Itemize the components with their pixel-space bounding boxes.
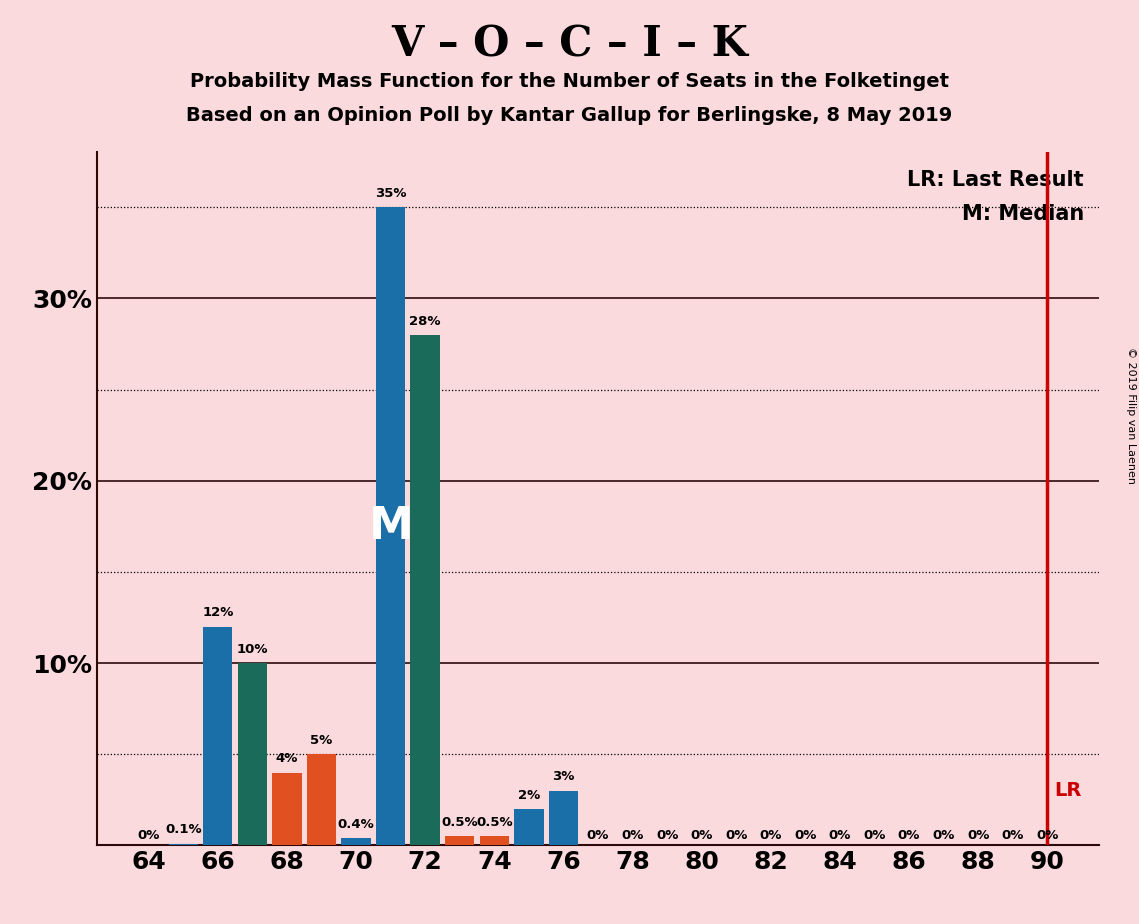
Text: 0%: 0% — [622, 829, 644, 842]
Bar — [238, 663, 267, 845]
Text: 2%: 2% — [518, 789, 540, 802]
Bar — [203, 626, 232, 845]
Text: M: M — [368, 505, 412, 548]
Text: LR: LR — [1055, 781, 1082, 800]
Bar — [169, 844, 198, 845]
Text: 0%: 0% — [760, 829, 782, 842]
Bar — [410, 334, 440, 845]
Text: 0%: 0% — [1001, 829, 1024, 842]
Text: 0.5%: 0.5% — [476, 816, 513, 829]
Bar — [445, 836, 475, 845]
Text: 0%: 0% — [794, 829, 817, 842]
Text: 0.4%: 0.4% — [337, 818, 375, 831]
Text: 0%: 0% — [656, 829, 679, 842]
Text: Probability Mass Function for the Number of Seats in the Folketinget: Probability Mass Function for the Number… — [190, 72, 949, 91]
Text: 12%: 12% — [202, 606, 233, 619]
Text: 28%: 28% — [409, 314, 441, 327]
Bar — [342, 838, 370, 845]
Text: 0%: 0% — [1036, 829, 1058, 842]
Text: 0%: 0% — [690, 829, 713, 842]
Text: 0%: 0% — [829, 829, 851, 842]
Text: 0%: 0% — [967, 829, 990, 842]
Text: © 2019 Filip van Laenen: © 2019 Filip van Laenen — [1126, 347, 1136, 484]
Text: 0%: 0% — [726, 829, 747, 842]
Text: 0.5%: 0.5% — [442, 816, 478, 829]
Text: V – O – C – I – K: V – O – C – I – K — [391, 23, 748, 65]
Bar — [514, 809, 543, 845]
Text: 0%: 0% — [863, 829, 886, 842]
Text: 5%: 5% — [310, 734, 333, 747]
Text: 35%: 35% — [375, 187, 407, 200]
Bar — [480, 836, 509, 845]
Bar — [272, 772, 302, 845]
Text: 3%: 3% — [552, 771, 574, 784]
Text: 0.1%: 0.1% — [165, 823, 202, 836]
Bar — [376, 207, 405, 845]
Text: 0%: 0% — [138, 829, 159, 842]
Text: 10%: 10% — [237, 643, 268, 656]
Text: 0%: 0% — [587, 829, 609, 842]
Text: M: Median: M: Median — [961, 204, 1084, 225]
Text: 0%: 0% — [898, 829, 920, 842]
Bar — [549, 791, 579, 845]
Text: 4%: 4% — [276, 752, 298, 765]
Text: 0%: 0% — [933, 829, 954, 842]
Text: Based on an Opinion Poll by Kantar Gallup for Berlingske, 8 May 2019: Based on an Opinion Poll by Kantar Gallu… — [187, 106, 952, 126]
Text: LR: Last Result: LR: Last Result — [908, 170, 1084, 189]
Bar — [306, 754, 336, 845]
